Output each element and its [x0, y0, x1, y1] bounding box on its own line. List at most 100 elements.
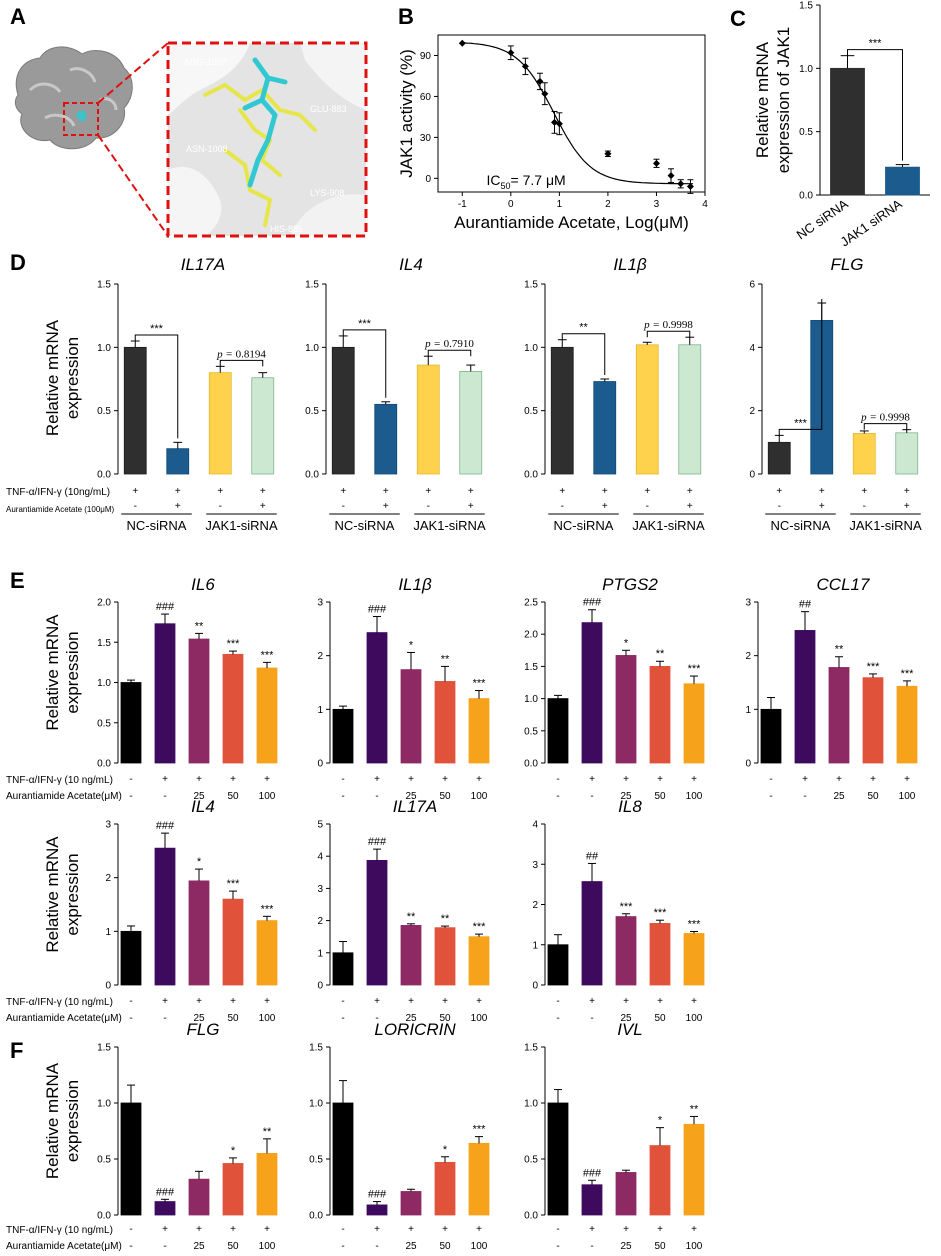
E5-ytick-label: 0: [105, 981, 111, 992]
E6-tnf-sign-2: +: [374, 996, 380, 1007]
F3-dose-4: 50: [654, 1241, 666, 1252]
E2-bar-5: [468, 698, 490, 764]
F1-bar-4: [222, 1163, 244, 1216]
e-row1-y-axis-label-line2: expression: [63, 631, 82, 713]
D4-p-number: 0.9998: [880, 412, 911, 424]
E6-ytick-label: 5: [317, 820, 323, 831]
b-ytick-label: 30: [420, 133, 432, 144]
E7-ytick-label: 4: [532, 820, 538, 831]
E7-dose-3: 25: [620, 1013, 632, 1024]
panel-label-c: C: [730, 6, 746, 31]
D4-group-label-nc: NC-siRNA: [771, 518, 831, 533]
E1-bar-1: [120, 682, 142, 764]
E6-bar-5: [468, 936, 490, 986]
E4-sig-label-5: ***: [901, 668, 915, 680]
E5-title: IL4: [191, 797, 215, 816]
b-data-point-12: [686, 183, 694, 191]
panel-f-charts: 0.00.51.01.5FLG###***--+-+25+50+1000.00.…: [6, 1020, 705, 1252]
b-x-axis-label: Aurantiamide Acetate, Log(μM): [454, 213, 689, 232]
E2-tnf-sign-3: +: [408, 774, 414, 785]
D3-p-number: 0.9998: [663, 319, 694, 331]
protein-surface: [14, 46, 133, 150]
E7-tnf-sign-2: +: [589, 996, 595, 1007]
E2-tnf-sign-2: +: [374, 774, 380, 785]
D4-ytick-label: 6: [749, 280, 755, 291]
E3-title: PTGS2: [602, 575, 658, 594]
E2-dose-5: 100: [471, 791, 488, 802]
E1-tnf-sign-3: +: [196, 774, 202, 785]
F2-dose-2: -: [375, 1241, 378, 1252]
E1-ytick-label: 0.0: [97, 759, 111, 770]
D3-tnf-sign-4: +: [687, 486, 693, 497]
pocket-surface-3: [168, 166, 222, 236]
E2-dose-2: -: [375, 791, 378, 802]
E7-bar-2: [581, 881, 603, 986]
D2-aa-sign-1: -: [342, 501, 345, 512]
d-y-axis-label-line1: Relative mRNA: [43, 319, 62, 436]
D1-aa-sign-1: -: [134, 501, 137, 512]
E1-dose-2: -: [163, 791, 166, 802]
E1-sig-label-2: ###: [156, 601, 175, 613]
D4-aa-sign-4: +: [904, 501, 910, 512]
D4-aa-sign-3: -: [863, 501, 866, 512]
e-row1-aa-row-label: Aurantiamide Acetate(μM): [6, 791, 122, 802]
E2-bar-1: [332, 708, 354, 764]
F1-sig-label-2: ###: [156, 1186, 175, 1198]
E5-sig-label-5: ***: [261, 903, 275, 915]
D1-bar-2: [166, 448, 190, 475]
F2-sig-label-2: ###: [368, 1189, 387, 1201]
F1-dose-4: 50: [227, 1241, 239, 1252]
F2-tnf-sign-1: -: [341, 1224, 344, 1235]
F3-sig-label-2: ###: [583, 1167, 602, 1179]
b-data-point-7: [555, 120, 563, 128]
E1-tnf-sign-5: +: [264, 774, 270, 785]
D2-group-label-nc: NC-siRNA: [335, 518, 395, 533]
E4-dose-3: 25: [833, 791, 845, 802]
zoom-line-bottom: [97, 134, 169, 237]
e-row2-y-axis-label: Relative mRNAexpression: [43, 836, 82, 953]
E2-sig-label-2: ###: [368, 603, 387, 615]
E7-bar-5: [683, 933, 705, 986]
E3-sig-label-2: ###: [583, 597, 602, 609]
E6-ytick-label: 0: [317, 981, 323, 992]
D2-sig-bracket-2: [427, 349, 472, 357]
D1-p-symbol: p =: [216, 348, 235, 360]
E6-ytick-label: 3: [317, 884, 323, 895]
panel-a-docking: ARG-1007 GLU-883 ASN-1008 LYS-908 HIS-88…: [14, 41, 368, 238]
E7-sig-label-4: ***: [654, 907, 668, 919]
D1-tnf-sign-1: +: [132, 486, 138, 497]
E6-tnf-sign-5: +: [476, 996, 482, 1007]
D4-title: FLG: [830, 255, 863, 274]
F3-bar-2: [581, 1184, 603, 1216]
E5-ytick-label: 1: [105, 927, 111, 938]
E5-sig-label-3: *: [197, 856, 202, 868]
D2-title: IL4: [399, 255, 423, 274]
D2-bar-2: [374, 403, 398, 475]
b-y-axis-label: JAK1 activity (%): [397, 49, 416, 177]
f-row-tnf-row-label: TNF-α/IFN-γ (10 ng/mL): [6, 1225, 113, 1236]
D3-ytick-label: 0.5: [524, 406, 538, 417]
F3-tnf-sign-4: +: [657, 1224, 663, 1235]
E2-dose-3: 25: [405, 791, 417, 802]
c-y-label-line1: Relative mRNA: [753, 41, 772, 158]
E3-tnf-sign-1: -: [556, 774, 559, 785]
D1-p-number: 0.8194: [236, 348, 267, 360]
F1-dose-5: 100: [259, 1241, 276, 1252]
panel-b-dose-response: JAK1 activity (%) Aurantiamide Acetate, …: [397, 34, 708, 232]
F1-bar-2: [154, 1201, 176, 1216]
E3-bar-2: [581, 622, 603, 764]
b-xtick-label: 0: [508, 199, 514, 210]
E1-bar-4: [222, 653, 244, 764]
D4-bar-3: [852, 433, 876, 475]
f-row-y-axis-label-line1: Relative mRNA: [43, 1062, 62, 1179]
D3-p-value: p = 0.9998: [643, 319, 693, 331]
E5-tnf-sign-2: +: [162, 996, 168, 1007]
E5-tnf-sign-1: -: [129, 996, 132, 1007]
E5-tnf-sign-5: +: [264, 996, 270, 1007]
E7-tnf-sign-3: +: [623, 996, 629, 1007]
E1-dose-3: 25: [193, 791, 205, 802]
E4-tnf-sign-1: -: [769, 774, 772, 785]
F1-tnf-sign-3: +: [196, 1224, 202, 1235]
D3-tnf-sign-2: +: [602, 486, 608, 497]
d-tnf-row-label: TNF-α/IFN-γ (10ng/mL): [6, 487, 110, 498]
